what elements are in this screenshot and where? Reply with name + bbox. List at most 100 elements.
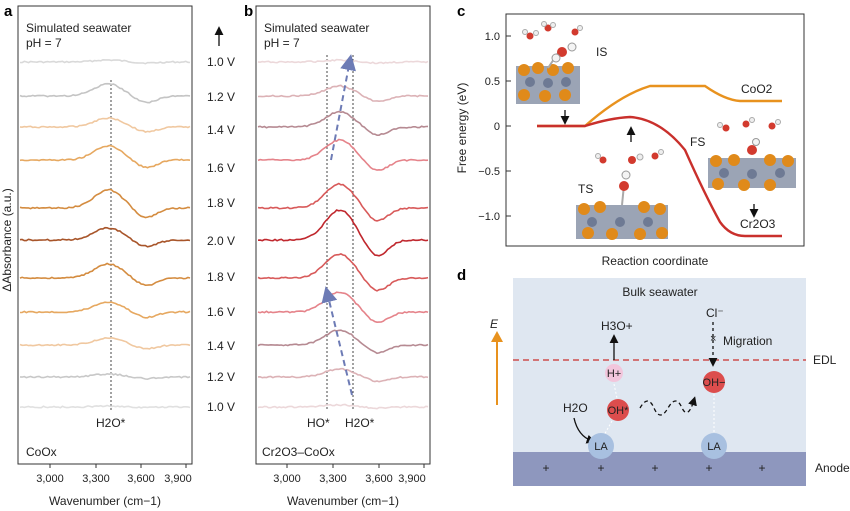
is-structure-illustration: [516, 21, 583, 104]
panel-c-y-tick: 1.0: [485, 31, 500, 43]
anode-plus: +: [758, 461, 765, 475]
cr2o3-label: Cr2O3: [740, 217, 776, 231]
panel-b-spectrum-line: [257, 182, 429, 222]
panel-b: b Simulated seawater pH = 7 HO* H2O* Cr2…: [244, 3, 431, 508]
voltage-label: 1.4 V: [207, 123, 235, 137]
panel-a-spectrum-line: [19, 226, 191, 248]
voltage-label: 1.8 V: [207, 196, 235, 210]
lewis-acid-site-1: [588, 433, 614, 459]
panel-c-letter: c: [457, 3, 465, 20]
oh-minus-label: OH−: [703, 377, 726, 389]
h3o-label: H3O+: [601, 319, 633, 333]
panel-d-letter: d: [457, 267, 466, 284]
anode-plus: +: [542, 461, 549, 475]
field-arrow-head: [491, 331, 503, 342]
panel-d: d Bulk seawater E EDL H3O+ H+ OH* H2O LA…: [457, 267, 850, 486]
h-plus-label: H+: [607, 368, 621, 380]
panel-a-spectrum-line: [19, 404, 191, 409]
panel-b-spectrum-line: [257, 209, 429, 257]
panel-c-y-tick: −1.0: [478, 211, 500, 223]
voltage-column: 1.0 V 1.2 V 1.4 V 1.6 V 1.8 V 2.0 V 1.8 V 1.6 V…: [207, 26, 235, 414]
panel-b-x-axis-label: Wavenumber (cm−1): [287, 494, 399, 508]
panel-a-spectra: [19, 58, 191, 409]
panel-b-x-tick: 3,600: [365, 473, 393, 485]
voltage-label: 1.2 V: [207, 370, 235, 384]
voltage-label: 1.4 V: [207, 339, 235, 353]
panel-a-header-line2: pH = 7: [26, 36, 62, 50]
panel-a-spectrum-line: [19, 144, 191, 169]
panel-b-h2o-label: H2O*: [345, 416, 375, 430]
anode-plus: +: [651, 461, 658, 475]
panel-a-spectrum-line: [19, 116, 191, 133]
panel-a-spectrum-line: [19, 82, 191, 104]
anode-plus: +: [705, 461, 712, 475]
panel-b-sample-label: Cr2O3–CoOx: [262, 445, 335, 459]
voltage-label: 1.8 V: [207, 270, 235, 284]
panel-b-spectrum-line: [257, 403, 429, 410]
anode-plus: +: [597, 461, 604, 475]
field-e-label: E: [490, 317, 499, 331]
panel-a-x-tick: 3,600: [127, 473, 155, 485]
la2-label: LA: [707, 441, 721, 453]
voltage-label: 1.6 V: [207, 305, 235, 319]
panel-b-letter: b: [244, 3, 253, 20]
panel-a-letter: a: [4, 3, 13, 20]
panel-c-y-ticks: 1.0 0.5 0 −0.5 −1.0: [478, 31, 511, 223]
panel-c-y-tick: 0.5: [485, 76, 500, 88]
lewis-acid-site-2: [701, 433, 727, 459]
voltage-label: 1.6 V: [207, 161, 235, 175]
panel-b-ho-label: HO*: [307, 416, 330, 430]
panel-b-x-tick: 3,300: [319, 473, 347, 485]
panel-a-spectrum-line: [20, 301, 191, 319]
ts-label: TS: [578, 182, 593, 196]
panel-b-spectra: [257, 58, 429, 410]
panel-a-x-tick: 3,900: [164, 473, 192, 485]
panel-b-spectrum-line: [257, 138, 429, 171]
panel-a-spectrum-line: [19, 188, 191, 219]
seawater-region: [513, 278, 806, 452]
panel-b-x-tick: 3,900: [398, 473, 426, 485]
oh-transfer-wavy-arrow: [639, 396, 697, 416]
panel-a-y-axis-label: ΔAbsorbance (a.u.): [0, 188, 14, 291]
panel-a-spectrum-line: [19, 336, 191, 350]
panel-c-y-tick: −0.5: [478, 166, 500, 178]
oh-star-ion: [607, 399, 629, 421]
anode-slab: [513, 452, 806, 486]
panel-a-x-tick: 3,300: [82, 473, 110, 485]
panel-a-spectrum-line: [19, 58, 191, 65]
bulk-seawater-label: Bulk seawater: [622, 285, 697, 299]
panel-b-spectrum-line: [257, 329, 429, 355]
is-label: IS: [596, 45, 607, 59]
panel-b-spectrum-line: [257, 58, 429, 65]
panel-b-spectrum-line: [257, 367, 429, 383]
panel-b-spectrum-line: [257, 291, 429, 324]
la1-label: LA: [594, 441, 608, 453]
fs-label: FS: [690, 135, 705, 149]
panel-a-x-axis-label: Wavenumber (cm−1): [49, 494, 161, 508]
edl-label: EDL: [813, 353, 837, 367]
coo2-energy-path: [537, 84, 782, 128]
panel-c: c 1.0 0.5 0 −0.5 −1.0 Free energy (eV) R…: [455, 3, 805, 268]
h-plus-ion: [605, 364, 623, 382]
migration-label: Migration: [723, 334, 772, 348]
panel-a-spectrum-line: [19, 262, 191, 287]
oh-minus-ion: [703, 371, 725, 393]
anode-label: Anode: [815, 461, 850, 475]
panel-b-header-line1: Simulated seawater: [264, 21, 369, 35]
panel-a-sample-label: CoOx: [26, 445, 57, 459]
voltage-label: 1.0 V: [207, 55, 235, 69]
panel-c-y-axis-label: Free energy (eV): [455, 83, 469, 174]
h2o-label: H2O: [563, 401, 588, 415]
ts-structure-illustration: [576, 149, 668, 240]
panel-a-x-ticks: 3,000 3,300 3,600 3,900: [36, 464, 192, 485]
cl-label: Cl⁻: [706, 306, 724, 320]
panel-b-spectrum-line: [257, 110, 429, 136]
panel-c-y-tick: 0: [494, 121, 500, 133]
coo2-label: CoO2: [741, 82, 773, 96]
cr2o3-energy-path: [537, 115, 782, 238]
panel-b-lower-shift-arrow: [321, 286, 353, 396]
panel-a: a Simulated seawater pH = 7 H2O* CoOx 3,…: [0, 3, 193, 508]
voltage-label: 1.0 V: [207, 400, 235, 414]
panel-b-spectrum-line: [257, 84, 429, 103]
